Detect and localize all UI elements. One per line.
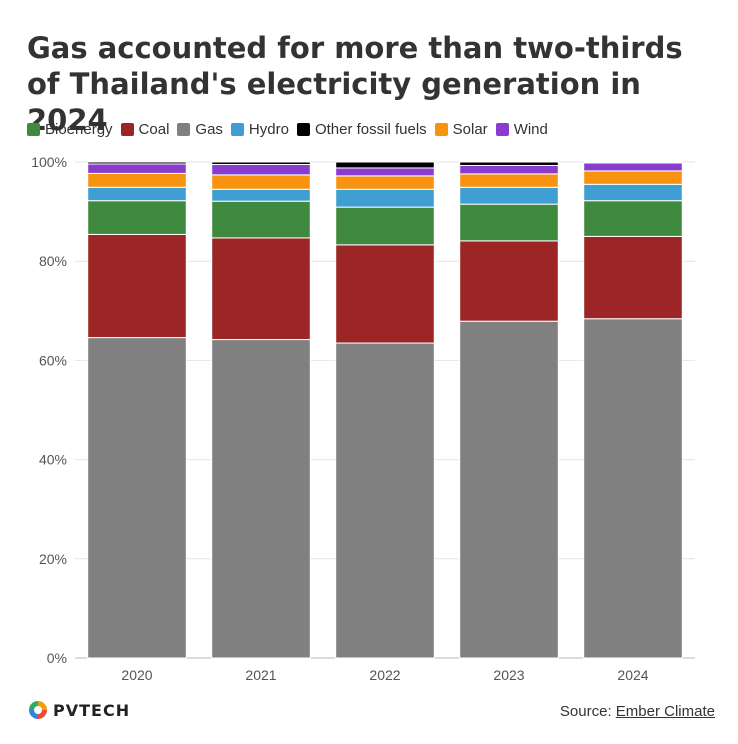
x-tick-label: 2024	[617, 667, 648, 683]
y-tick-label: 40%	[39, 452, 67, 468]
legend-label: Hydro	[248, 120, 289, 138]
bar-segment-hydro-2023	[459, 186, 559, 205]
bar-segment-coal-2022	[335, 244, 435, 344]
bar-segment-other-fossil-fuels-2022	[335, 161, 435, 169]
legend-label: Coal	[138, 120, 170, 138]
legend-item-bioenergy: Bioenergy	[27, 121, 113, 138]
bar-segment-hydro-2022	[335, 188, 435, 208]
bar-segment-gas-2023	[459, 320, 559, 659]
y-tick-label: 80%	[39, 253, 67, 269]
bar-segment-wind-2020	[87, 163, 187, 174]
bar-segment-solar-2020	[87, 172, 187, 188]
bar-segment-gas-2020	[87, 337, 187, 659]
legend-label: Other fossil fuels	[314, 120, 427, 138]
bar-segment-wind-2021	[211, 163, 311, 176]
chart-legend: Bioenergy Coal Gas Hydro Other fossil fuels S…	[27, 118, 556, 140]
legend-swatch	[120, 122, 134, 136]
bar-segment-gas-2022	[335, 342, 435, 659]
chart-title: Gas accounted for more than two-thirds o…	[27, 31, 683, 137]
bar-segment-gas-2021	[211, 339, 311, 659]
source-label: Source:	[559, 703, 612, 720]
bar-segment-bioenergy-2024	[583, 200, 683, 237]
x-tick-label: 2021	[245, 667, 276, 683]
bar-segment-solar-2024	[583, 170, 683, 185]
bar-segment-bioenergy-2023	[459, 203, 559, 242]
y-tick-label: 60%	[39, 352, 67, 368]
bar-segment-solar-2021	[211, 174, 311, 190]
legend-item-solar: Solar	[434, 120, 488, 138]
x-tick-label: 2020	[121, 667, 152, 683]
bar-segment-wind-2023	[459, 164, 559, 175]
bar-segment-hydro-2020	[87, 186, 187, 202]
bar-segment-other-fossil-fuels-2021	[211, 161, 311, 165]
y-tick-label: 0%	[47, 650, 67, 666]
bar-segment-bioenergy-2021	[211, 200, 311, 239]
legend-label: Solar	[452, 120, 488, 138]
legend-label: Gas	[195, 120, 223, 138]
legend-swatch	[434, 122, 448, 136]
bar-segment-bioenergy-2022	[335, 206, 435, 246]
pvtech-logo: PVTECH	[28, 700, 130, 720]
bar-segment-hydro-2024	[583, 183, 683, 202]
bar-segment-coal-2024	[583, 235, 683, 320]
legend-item-wind: Wind	[495, 120, 548, 138]
source-link[interactable]: Ember Climate	[615, 703, 715, 720]
pvtech-logo-text: PVTECH	[53, 700, 131, 720]
bar-segment-bioenergy-2020	[87, 200, 187, 235]
x-tick-label: 2022	[369, 667, 400, 683]
bar-segment-wind-2022	[335, 167, 435, 177]
legend-item-other-fossil-fuels: Other fossil fuels	[296, 120, 427, 138]
legend-swatch	[230, 122, 244, 136]
bar-segment-wind-2024	[583, 162, 683, 172]
legend-item-hydro: Hydro	[230, 120, 289, 138]
legend-label: Wind	[513, 120, 548, 138]
bar-segment-coal-2021	[211, 237, 311, 341]
legend-item-coal: Coal	[120, 120, 170, 138]
bar-segment-solar-2022	[335, 175, 435, 190]
x-tick-label: 2023	[493, 667, 524, 683]
pvtech-logo-icon	[29, 701, 47, 719]
bar-segment-solar-2023	[459, 173, 559, 188]
bar-segment-other-fossil-fuels-2020	[87, 161, 187, 165]
bar-segment-coal-2020	[87, 233, 187, 339]
y-tick-label: 20%	[39, 551, 67, 567]
legend-swatch	[27, 122, 40, 136]
bar-segment-coal-2023	[459, 240, 559, 322]
bar-segment-other-fossil-fuels-2023	[459, 161, 559, 166]
bar-segment-gas-2024	[583, 318, 683, 659]
legend-swatch	[177, 122, 191, 136]
legend-label: Bioenergy	[45, 120, 113, 138]
legend-item-gas: Gas	[177, 121, 223, 138]
y-tick-label: 100%	[31, 154, 67, 170]
bar-segment-other-fossil-fuels-2024	[583, 161, 683, 164]
legend-swatch	[495, 122, 509, 136]
legend-swatch	[296, 122, 310, 136]
source-note: Source: Ember Climate	[560, 703, 715, 720]
bar-segment-hydro-2021	[211, 188, 311, 202]
